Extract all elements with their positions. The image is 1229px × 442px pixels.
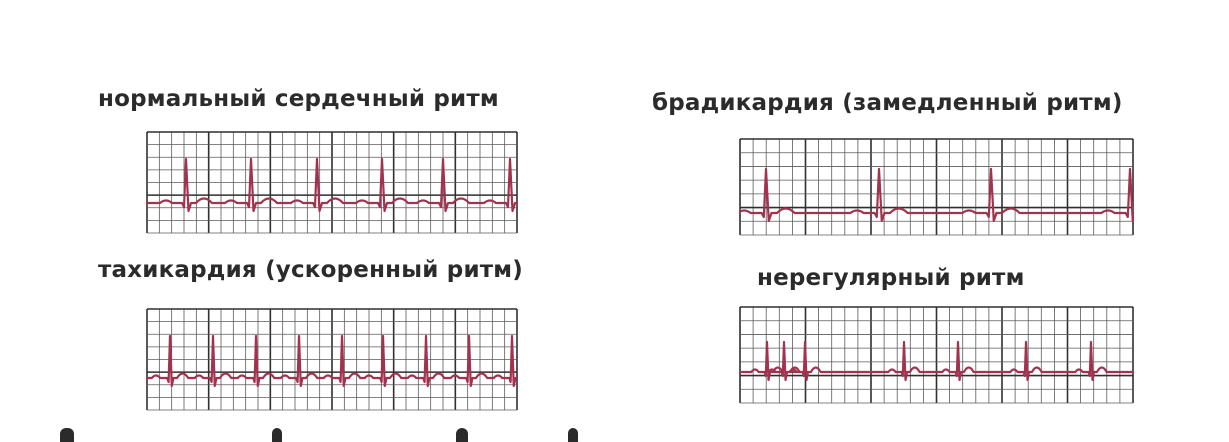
ecg-trace-bradycardia xyxy=(739,167,1134,223)
ecg-strip-normal-rhythm xyxy=(146,131,518,234)
ecg-trace-tachycardia xyxy=(146,334,518,388)
ecg-grid xyxy=(146,131,518,234)
ecg-grid xyxy=(146,308,518,411)
title-bradycardia: брадикардия (замедленный ритм) xyxy=(652,90,1123,116)
title-tachycardia: тахикардия (ускоренный ритм) xyxy=(98,257,524,283)
ecg-strip-bradycardia xyxy=(739,138,1134,236)
ecg-strip-tachycardia xyxy=(146,308,518,411)
title-normal-rhythm: нормальный сердечный ритм xyxy=(98,86,499,112)
ecg-trace-normal xyxy=(146,157,518,213)
ecg-trace-irregular xyxy=(739,340,1134,382)
ecg-grid xyxy=(739,306,1134,404)
ecg-strip-irregular-rhythm xyxy=(739,306,1134,404)
cropped-caption-fragment xyxy=(60,428,580,442)
ecg-grid xyxy=(739,138,1134,236)
title-irregular-rhythm: нерегулярный ритм xyxy=(757,265,1025,291)
